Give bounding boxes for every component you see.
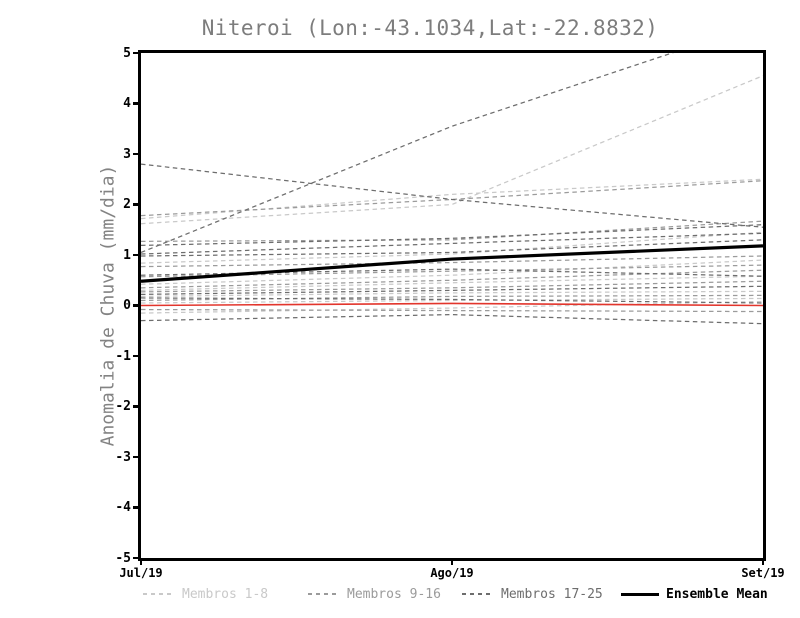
member-18 — [141, 53, 674, 254]
member-25 — [141, 313, 763, 325]
member-1 — [141, 75, 763, 225]
y-tick-label: -3 — [115, 449, 131, 465]
y-tick-mark — [133, 253, 141, 257]
legend-label: Membros 17-25 — [501, 586, 603, 602]
legend-item-membros-17-25: Membros 17-25 — [462, 585, 603, 603]
x-tick-mark — [450, 558, 454, 565]
member-23 — [141, 285, 763, 296]
member-13 — [141, 269, 763, 289]
x-tick-label: Ago/19 — [430, 566, 474, 580]
y-tick-label: -5 — [115, 550, 131, 566]
x-tick-mark — [139, 558, 143, 565]
legend-item-membros-1-8: Membros 1-8 — [143, 585, 268, 603]
dashed-line-sample — [143, 593, 175, 595]
chart-title: Niteroi (Lon:-43.1034,Lat:-22.8832) — [201, 16, 659, 40]
legend-item-membros-9-16: Membros 9-16 — [308, 585, 441, 603]
y-tick-mark — [133, 354, 141, 358]
member-4 — [141, 259, 763, 285]
dashed-line-sample — [462, 593, 494, 595]
legend-label: Membros 1-8 — [182, 586, 269, 602]
y-tick-label: 5 — [123, 45, 131, 61]
legend-label: Ensemble Mean — [666, 586, 768, 602]
y-tick-label: 0 — [123, 298, 131, 313]
member-9 — [141, 180, 763, 217]
y-tick-label: 1 — [123, 247, 131, 263]
member-16 — [141, 308, 763, 313]
x-tick-mark — [761, 558, 765, 565]
y-tick-label: -1 — [115, 348, 131, 364]
y-tick-label: -4 — [115, 500, 131, 515]
member-17 — [141, 163, 763, 228]
dashed-line-sample — [308, 593, 340, 595]
member-15 — [141, 294, 763, 302]
ensemble-mean-line — [141, 244, 763, 283]
x-tick-label: Set/19 — [741, 566, 785, 580]
y-tick-mark — [133, 203, 141, 206]
legend-item-ensemble-mean: Ensemble Mean — [621, 585, 768, 603]
member-21 — [141, 239, 763, 257]
y-tick-mark — [133, 506, 141, 509]
member-19 — [141, 224, 763, 247]
y-tick-mark — [133, 304, 141, 307]
legend-label: Membros 9-16 — [347, 586, 441, 602]
y-tick-mark — [133, 455, 141, 459]
y-tick-mark — [133, 405, 141, 408]
y-tick-label: -2 — [115, 399, 131, 414]
y-tick-mark — [133, 556, 141, 560]
plot-area — [141, 53, 763, 325]
solid-line-sample — [621, 592, 659, 596]
legend: Membros 1-8 Membros 9-16 Membros 17-25 E… — [0, 585, 800, 607]
y-tick-mark — [133, 152, 141, 156]
red-line — [141, 302, 763, 307]
member-14 — [141, 280, 763, 293]
y-tick-mark — [133, 51, 141, 55]
y-tick-mark — [133, 102, 141, 105]
y-tick-label: 4 — [123, 96, 131, 111]
y-tick-label: 2 — [123, 197, 131, 212]
x-tick-label: Jul/19 — [119, 566, 163, 580]
y-tick-label: 3 — [123, 146, 131, 162]
